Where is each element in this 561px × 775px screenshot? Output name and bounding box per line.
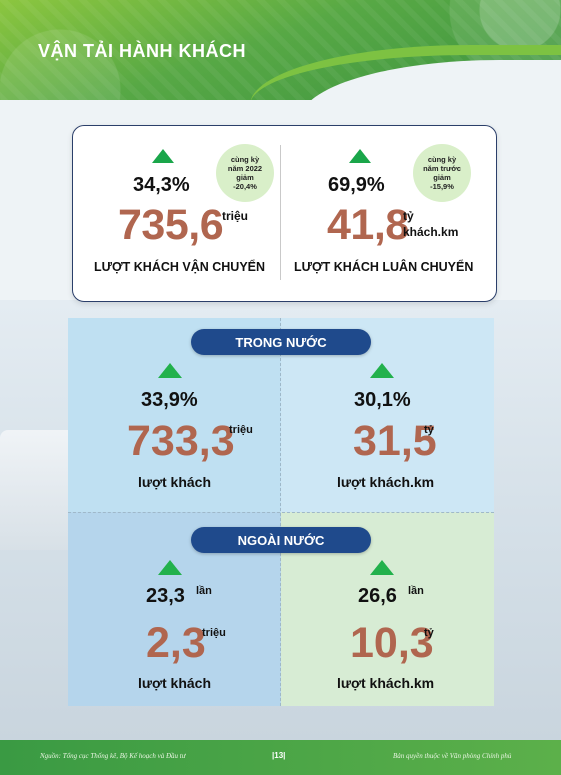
grid-divider-horizontal [68, 512, 494, 513]
domestic-right-unit: tỷ [424, 424, 434, 436]
bubble-line: cùng kỳ [427, 155, 457, 164]
international-right-pct-unit: lần [408, 585, 424, 597]
international-left-value: 2,3 [146, 619, 206, 667]
bubble-line: năm 2022 [227, 164, 263, 173]
international-left-pct-unit: lần [196, 585, 212, 597]
bubble-line: -20,4% [233, 182, 257, 191]
increase-arrow-icon [158, 560, 182, 575]
footer-copyright: Bản quyền thuộc về Văn phòng Chính phủ [393, 752, 512, 760]
increase-arrow-icon [349, 149, 371, 163]
summary-left-unit: triệu [222, 209, 249, 223]
summary-divider [280, 145, 281, 280]
increase-arrow-icon [370, 363, 394, 378]
header-curve-accent [250, 45, 561, 100]
summary-right-bubble: cùng kỳ năm trước giảm -15,9% [413, 144, 471, 202]
international-right-value: 10,3 [350, 619, 434, 667]
bus-image [0, 430, 75, 550]
bubble-line: giảm [236, 173, 254, 182]
international-left-pct: 23,3 [146, 585, 185, 607]
summary-left-pct: 34,3% [133, 174, 190, 196]
domestic-left-caption: lượt khách [138, 474, 211, 490]
international-right-pct: 26,6 [358, 585, 397, 607]
summary-right-caption: LƯỢT KHÁCH LUÂN CHUYỂN [294, 260, 474, 274]
bubble-line: năm trước [423, 164, 461, 173]
international-left-unit: triệu [202, 627, 226, 639]
domestic-left-pct: 33,9% [141, 389, 198, 411]
bubble-line: -15,9% [430, 182, 454, 191]
increase-arrow-icon [158, 363, 182, 378]
summary-left-value: 735,6 [118, 201, 224, 249]
international-right-unit: tỷ [424, 627, 434, 639]
international-right-caption: lượt khách.km [337, 675, 435, 691]
footer-source: Nguồn: Tổng cục Thống kê, Bộ Kế hoạch và… [40, 752, 186, 760]
domestic-right-pct: 30,1% [354, 389, 411, 411]
increase-arrow-icon [370, 560, 394, 575]
increase-arrow-icon [152, 149, 174, 163]
international-left-caption: lượt khách [138, 675, 211, 691]
summary-right-value: 41,8 [327, 201, 409, 249]
bubble-line: giảm [433, 173, 451, 182]
domestic-right-value: 31,5 [353, 417, 437, 465]
bubble-line: cùng kỳ [230, 155, 260, 164]
page-title: VẬN TẢI HÀNH KHÁCH [38, 41, 246, 61]
domestic-right-caption: lượt khách.km [337, 474, 435, 490]
header-banner [0, 0, 561, 100]
summary-right-unit-2: khách.km [403, 225, 459, 239]
footer-bar [0, 740, 561, 775]
domestic-left-unit: triệu [229, 424, 253, 436]
summary-right-pct: 69,9% [328, 174, 385, 196]
page-number: |13| [272, 751, 286, 760]
summary-right-unit-1: tỷ [403, 209, 414, 223]
summary-left-caption: LƯỢT KHÁCH VẬN CHUYỂN [94, 260, 266, 274]
domestic-label: TRONG NƯỚC [191, 329, 371, 355]
domestic-left-value: 733,3 [127, 417, 235, 465]
summary-left-bubble: cùng kỳ năm 2022 giảm -20,4% [216, 144, 274, 202]
international-label: NGOÀI NƯỚC [191, 527, 371, 553]
